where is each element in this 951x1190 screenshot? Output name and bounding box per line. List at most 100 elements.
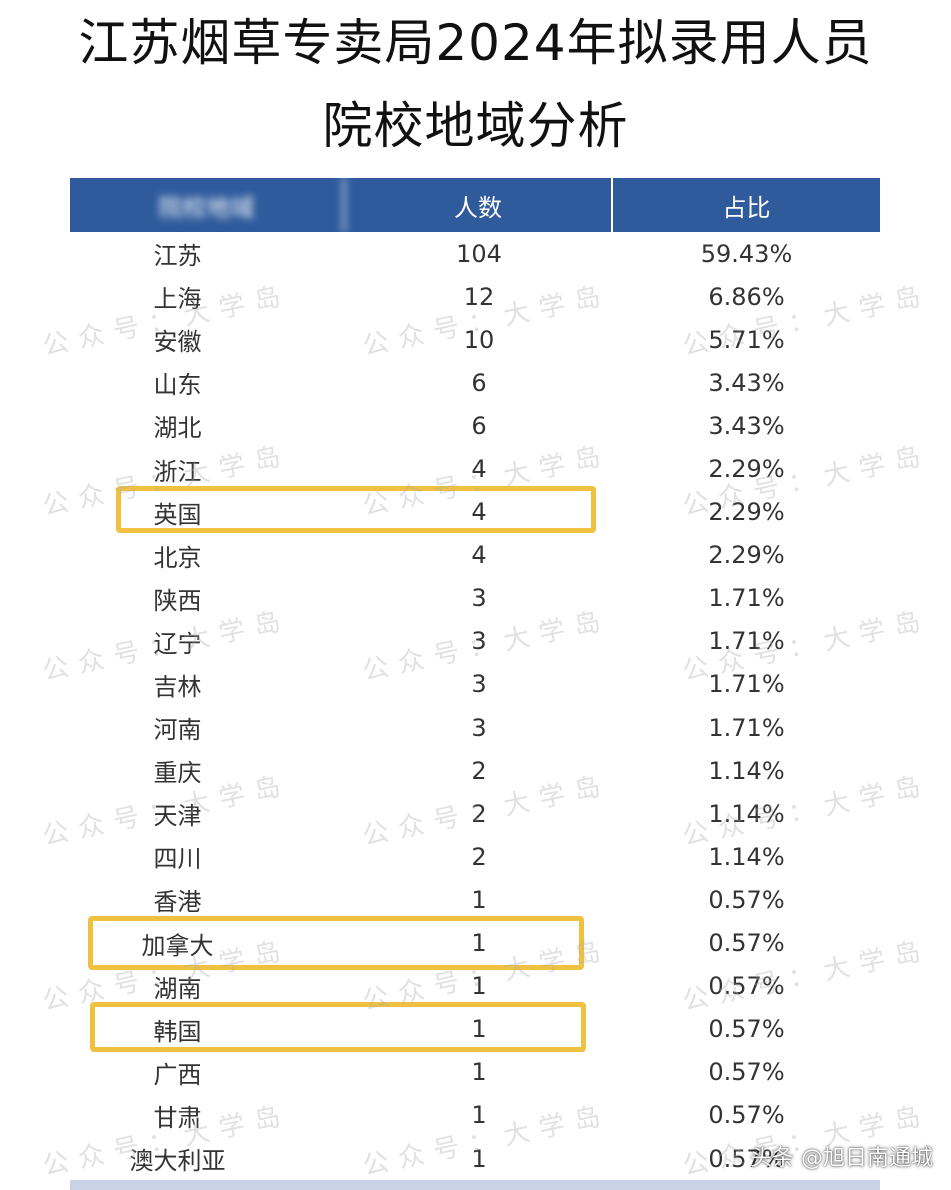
region-label: 江苏 xyxy=(153,242,202,271)
cell-region: 重庆 xyxy=(70,749,345,792)
cell-percent: 1.14% xyxy=(708,842,785,871)
header-region: 院校地域 xyxy=(70,178,345,232)
table-row: 陕西 3 1.71% xyxy=(70,577,880,620)
cell-percent: 59.43% xyxy=(700,239,793,268)
page-title-line1: 江苏烟草专卖局2024年拟录用人员 xyxy=(78,14,873,72)
cell-count: 1 xyxy=(471,972,487,1001)
cell-count: 3 xyxy=(471,584,487,613)
cell-region: 加拿大 xyxy=(70,922,345,965)
region-label: 陕西 xyxy=(153,586,202,615)
cell-count: 3 xyxy=(471,713,487,742)
cell-count: 2 xyxy=(471,799,487,828)
table-row: 吉林 3 1.71% xyxy=(70,663,880,706)
cell-region: 湖北 xyxy=(70,404,345,447)
table-row: 浙江 4 2.29% xyxy=(70,447,880,490)
cell-count: 1 xyxy=(471,885,487,914)
cell-count: 12 xyxy=(463,282,495,311)
cell-region: 四川 xyxy=(70,835,345,878)
region-label: 湖北 xyxy=(153,414,202,443)
cell-region: 澳大利亚 xyxy=(70,1137,345,1180)
region-label: 加拿大 xyxy=(141,931,214,960)
page-title-line2: 院校地域分析 xyxy=(322,97,629,155)
cell-percent: 5.71% xyxy=(708,325,785,354)
cell-percent: 0.57% xyxy=(708,1101,785,1130)
cell-percent: 0.57% xyxy=(708,1144,785,1173)
table-row: 加拿大 1 0.57% xyxy=(70,922,880,965)
cell-percent: 0.57% xyxy=(708,972,785,1001)
cell-region: 江苏 xyxy=(70,232,345,275)
region-table: 院校地域 人数 占比 江苏 104 59.43% 上海 12 6.86% 安徽 10 5.71%… xyxy=(70,178,880,1175)
region-label: 韩国 xyxy=(153,1017,202,1046)
region-label: 香港 xyxy=(153,888,202,917)
table-row: 重庆 2 1.14% xyxy=(70,749,880,792)
table-row: 北京 4 2.29% xyxy=(70,534,880,577)
cell-region: 广西 xyxy=(70,1051,345,1094)
table-row: 甘肃 1 0.57% xyxy=(70,1094,880,1137)
cell-region: 甘肃 xyxy=(70,1094,345,1137)
cell-percent: 0.57% xyxy=(708,885,785,914)
cell-count: 4 xyxy=(471,498,487,527)
table-row: 上海 12 6.86% xyxy=(70,275,880,318)
region-label: 甘肃 xyxy=(153,1103,202,1132)
table-row: 澳大利亚 1 0.57% xyxy=(70,1137,880,1180)
cell-percent: 0.57% xyxy=(708,1058,785,1087)
cell-count: 4 xyxy=(471,541,487,570)
table-row: 香港 1 0.57% xyxy=(70,878,880,921)
cell-count: 3 xyxy=(471,627,487,656)
region-label: 英国 xyxy=(153,500,202,529)
cell-count: 2 xyxy=(471,756,487,785)
cell-region: 安徽 xyxy=(70,318,345,361)
header-percent: 占比 xyxy=(722,193,771,222)
cell-percent: 2.29% xyxy=(708,498,785,527)
table-row: 四川 2 1.14% xyxy=(70,835,880,878)
cell-count: 6 xyxy=(471,411,487,440)
cell-percent: 1.71% xyxy=(708,670,785,699)
cell-count: 1 xyxy=(471,1058,487,1087)
cell-region: 英国 xyxy=(70,491,345,534)
cell-percent: 3.43% xyxy=(708,411,785,440)
table-row: 山东 6 3.43% xyxy=(70,361,880,404)
highlight-box-canada xyxy=(88,916,584,970)
region-label: 广西 xyxy=(153,1060,202,1089)
region-label: 吉林 xyxy=(153,672,202,701)
source-tag: 头条 @旭日南通城 xyxy=(750,1146,933,1171)
cell-region: 浙江 xyxy=(70,447,345,490)
cell-percent: 1.71% xyxy=(708,627,785,656)
cell-percent: 1.71% xyxy=(708,713,785,742)
cell-percent: 1.71% xyxy=(708,584,785,613)
table-row: 天津 2 1.14% xyxy=(70,792,880,835)
highlight-box-uk xyxy=(116,486,596,533)
header-count: 人数 xyxy=(345,178,613,232)
cell-region: 河南 xyxy=(70,706,345,749)
cell-count: 6 xyxy=(471,368,487,397)
cell-count: 1 xyxy=(471,929,487,958)
region-label: 重庆 xyxy=(153,759,202,788)
table-row: 辽宁 3 1.71% xyxy=(70,620,880,663)
cell-percent: 2.29% xyxy=(708,455,785,484)
region-label: 河南 xyxy=(153,716,202,745)
cell-region: 湖南 xyxy=(70,965,345,1008)
region-label: 山东 xyxy=(153,371,202,400)
cell-count: 1 xyxy=(471,1015,487,1044)
cell-region: 天津 xyxy=(70,792,345,835)
cell-region: 山东 xyxy=(70,361,345,404)
region-label: 北京 xyxy=(153,543,202,572)
table-row: 河南 3 1.71% xyxy=(70,706,880,749)
cell-percent: 0.57% xyxy=(708,1015,785,1044)
table-row: 韩国 1 0.57% xyxy=(70,1008,880,1051)
cell-percent: 1.14% xyxy=(708,756,785,785)
region-label: 湖南 xyxy=(153,974,202,1003)
cell-percent: 6.86% xyxy=(708,282,785,311)
region-label: 四川 xyxy=(153,845,202,874)
table-header: 院校地域 人数 占比 xyxy=(70,178,880,232)
cell-region: 辽宁 xyxy=(70,620,345,663)
region-label: 天津 xyxy=(153,802,202,831)
region-label: 辽宁 xyxy=(153,629,202,658)
cell-region: 韩国 xyxy=(70,1008,345,1051)
cell-count: 1 xyxy=(471,1144,487,1173)
cell-region: 上海 xyxy=(70,275,345,318)
table-row: 广西 1 0.57% xyxy=(70,1051,880,1094)
cell-count: 10 xyxy=(463,325,495,354)
cell-region: 北京 xyxy=(70,534,345,577)
table-row: 安徽 10 5.71% xyxy=(70,318,880,361)
